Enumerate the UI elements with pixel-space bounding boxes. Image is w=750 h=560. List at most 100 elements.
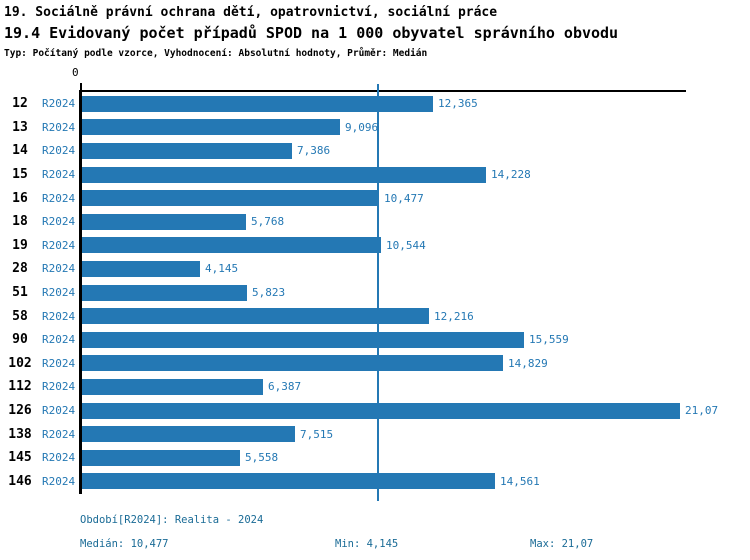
row-label: 13 R2024 xyxy=(0,116,81,140)
row-period-label: R2024 xyxy=(42,286,76,300)
bar-row: 5,558 xyxy=(82,446,742,470)
row-label: 58 R2024 xyxy=(0,304,81,328)
bar xyxy=(82,260,200,277)
row-code: 16 xyxy=(12,190,28,206)
bar-row: 6,387 xyxy=(82,375,742,399)
row-code: 13 xyxy=(12,119,28,135)
bar-value-label: 7,515 xyxy=(300,427,334,441)
row-code: 14 xyxy=(12,143,28,159)
bar-row: 5,823 xyxy=(82,281,742,305)
row-label: 146 R2024 xyxy=(0,470,81,494)
row-period-label: R2024 xyxy=(42,404,76,418)
row-label: 138 R2024 xyxy=(0,422,81,446)
bar-row: 7,515 xyxy=(82,422,742,446)
row-labels-column: 12 R2024 13 R2024 14 R2024 15 R2024 16 R2024 18 R20… xyxy=(0,92,81,493)
bar-value-label: 4,145 xyxy=(205,262,239,276)
row-code: 12 xyxy=(12,96,28,112)
median-line xyxy=(377,84,379,501)
row-code: 112 xyxy=(8,379,32,395)
bar-row: 12,365 xyxy=(82,92,742,116)
bar-value-label: 14,561 xyxy=(500,474,540,488)
page-subtitle: 19.4 Evidovaný počet případů SPOD na 1 0… xyxy=(4,24,619,42)
bar xyxy=(82,378,263,395)
page-title: 19. Sociálně právní ochrana dětí, opatro… xyxy=(4,5,498,20)
bar-value-label: 5,768 xyxy=(251,215,285,229)
row-code: 28 xyxy=(12,261,28,277)
axis-zero-tick-label: 0 xyxy=(72,66,79,79)
bar-row: 4,145 xyxy=(82,257,742,281)
bar xyxy=(82,119,340,136)
row-label: 16 R2024 xyxy=(0,186,81,210)
row-period-label: R2024 xyxy=(42,262,76,276)
row-period-label: R2024 xyxy=(42,474,76,488)
row-period-label: R2024 xyxy=(42,144,76,158)
axis-zero-tick-mark xyxy=(80,83,82,91)
bar xyxy=(82,166,486,183)
x-axis-top-line xyxy=(81,90,686,92)
bar xyxy=(82,355,503,372)
bar-row: 7,386 xyxy=(82,139,742,163)
row-period-label: R2024 xyxy=(42,168,76,182)
bar xyxy=(82,426,295,443)
row-label: 15 R2024 xyxy=(0,163,81,187)
bar xyxy=(82,284,247,301)
bar-value-label: 14,228 xyxy=(491,168,531,182)
row-code: 138 xyxy=(8,426,32,442)
bar-value-label: 10,477 xyxy=(384,191,424,205)
row-label: 90 R2024 xyxy=(0,328,81,352)
bar xyxy=(82,331,524,348)
y-axis-line xyxy=(79,90,82,494)
bar-row: 12,216 xyxy=(82,304,742,328)
row-code: 18 xyxy=(12,214,28,230)
bar-row: 9,096 xyxy=(82,116,742,140)
bar xyxy=(82,190,379,207)
row-code: 126 xyxy=(8,403,32,419)
bar-row: 15,559 xyxy=(82,328,742,352)
row-label: 14 R2024 xyxy=(0,139,81,163)
row-code: 58 xyxy=(12,308,28,324)
bar-row: 10,544 xyxy=(82,234,742,258)
bar xyxy=(82,95,433,112)
footer-max-text: Max: 21,07 xyxy=(530,538,594,550)
row-label: 19 R2024 xyxy=(0,234,81,258)
row-period-label: R2024 xyxy=(42,309,76,323)
bar xyxy=(82,473,495,490)
row-label: 28 R2024 xyxy=(0,257,81,281)
row-period-label: R2024 xyxy=(42,215,76,229)
bar-row: 14,561 xyxy=(82,470,742,494)
bars-area: 12,365 9,096 7,386 14,228 10,477 5,768 10,544 4… xyxy=(82,92,742,493)
bar-row: 14,228 xyxy=(82,163,742,187)
bar xyxy=(82,308,429,325)
row-label: 18 R2024 xyxy=(0,210,81,234)
bar-value-label: 10,544 xyxy=(386,238,426,252)
row-period-label: R2024 xyxy=(42,120,76,134)
bar xyxy=(82,449,240,466)
bar xyxy=(82,213,246,230)
bar-value-label: 6,387 xyxy=(268,380,302,394)
row-code: 145 xyxy=(8,450,32,466)
row-code: 19 xyxy=(12,237,28,253)
row-label: 145 R2024 xyxy=(0,446,81,470)
bar-value-label: 12,365 xyxy=(438,97,478,111)
row-code: 146 xyxy=(8,473,32,489)
bar-value-label: 14,829 xyxy=(508,356,548,370)
row-label: 102 R2024 xyxy=(0,352,81,376)
bar-row: 21,07 xyxy=(82,399,742,423)
bar-value-label: 9,096 xyxy=(345,120,379,134)
row-code: 102 xyxy=(8,355,32,371)
bar xyxy=(82,402,680,419)
bar-value-label: 5,823 xyxy=(252,286,286,300)
bar-row: 14,829 xyxy=(82,352,742,376)
bar-value-label: 21,07 xyxy=(685,404,719,418)
row-period-label: R2024 xyxy=(42,238,76,252)
row-period-label: R2024 xyxy=(42,191,76,205)
bar xyxy=(82,142,292,159)
row-period-label: R2024 xyxy=(42,427,76,441)
bar-row: 10,477 xyxy=(82,186,742,210)
bar-value-label: 12,216 xyxy=(434,309,474,323)
footer-min-text: Min: 4,145 xyxy=(335,538,399,550)
bar-value-label: 15,559 xyxy=(529,333,569,347)
footer-median-text: Medián: 10,477 xyxy=(80,538,169,550)
row-code: 15 xyxy=(12,167,28,183)
